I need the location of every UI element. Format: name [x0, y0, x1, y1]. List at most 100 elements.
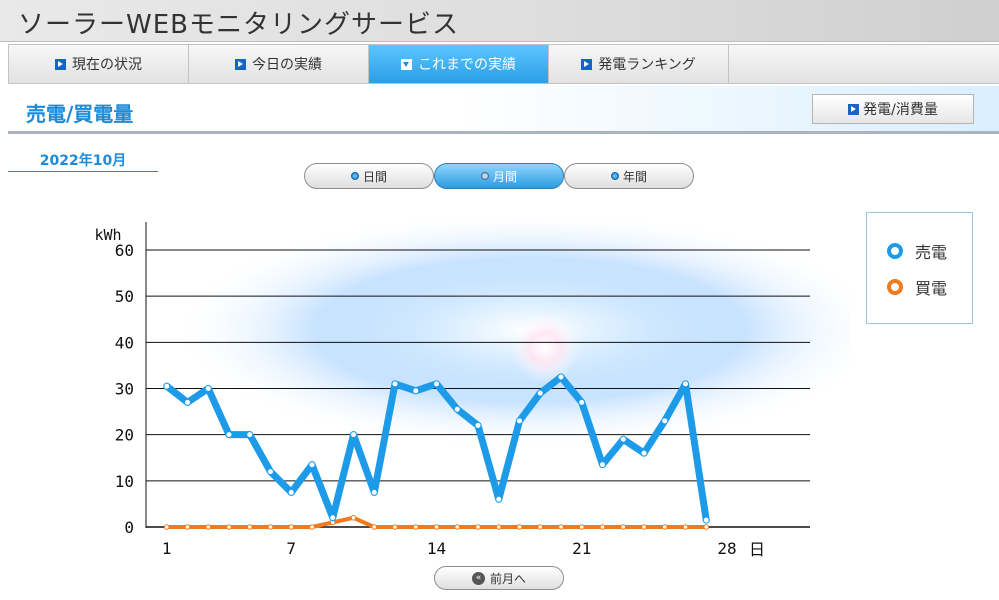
data-point-buy — [350, 514, 357, 521]
data-point-sell — [516, 417, 523, 425]
data-point-sell — [495, 495, 503, 503]
data-point-sell — [246, 431, 254, 439]
y-axis-label: kWh — [94, 226, 121, 244]
data-point-buy — [309, 524, 315, 530]
tab-yearly[interactable]: 年間 — [564, 163, 694, 189]
data-point-buy — [184, 524, 191, 530]
data-point-buy — [454, 524, 461, 530]
period-tabs: 日間 月間 年間 — [304, 163, 694, 189]
legend-label: 買電 — [915, 279, 948, 298]
data-point-buy — [163, 524, 170, 530]
arrow-icon — [235, 58, 246, 70]
data-point-buy — [661, 524, 668, 530]
data-point-buy — [267, 524, 274, 530]
data-point-sell — [702, 516, 710, 524]
data-point-sell — [391, 380, 399, 388]
y-tick-label: 60 — [115, 241, 134, 260]
prev-month-button[interactable]: « 前月へ — [434, 566, 564, 590]
app-title: ソーラーWEBモニタリングサービス — [18, 10, 459, 40]
tab-label: 月間 — [492, 169, 517, 184]
data-point-buy — [246, 524, 253, 530]
arrow-icon — [848, 103, 860, 115]
nav-item-label: これまでの実績 — [418, 57, 516, 73]
data-point-sell — [661, 417, 669, 425]
nav-item-label: 発電ランキング — [598, 57, 696, 73]
data-point-buy — [495, 524, 502, 530]
data-point-sell — [557, 373, 565, 381]
data-point-sell — [350, 431, 357, 439]
data-point-sell — [370, 488, 378, 496]
page-title: 売電/買電量 — [26, 102, 134, 126]
x-tick-label: 7 — [286, 539, 296, 558]
button-label: 発電/消費量 — [863, 102, 938, 118]
data-point-buy — [226, 524, 232, 530]
generation-consumption-button[interactable]: 発電/消費量 — [812, 94, 974, 124]
data-point-buy — [682, 524, 689, 530]
chart-area: 0 10 20 30 40 50 60 kWh 1 7 14 21 28 日 — [70, 210, 850, 570]
data-point-buy — [516, 524, 523, 530]
legend-item-buy: 買電 — [887, 275, 947, 299]
data-point-sell — [204, 385, 212, 392]
data-point-sell — [329, 514, 337, 522]
data-point-buy — [558, 524, 564, 530]
data-point-buy — [433, 524, 440, 530]
y-tick-label: 10 — [115, 472, 134, 491]
chart-legend: 売電 買電 — [866, 212, 973, 324]
data-point-sell — [433, 380, 440, 388]
legend-item-sell: 売電 — [887, 239, 947, 263]
legend-marker-icon — [887, 279, 903, 295]
section-header: 売電/買電量 発電/消費量 — [8, 86, 999, 134]
radio-dot-icon — [480, 172, 489, 180]
data-point-buy — [475, 524, 481, 530]
data-point-buy — [620, 524, 627, 530]
data-point-sell — [682, 380, 689, 388]
data-point-sell — [640, 449, 648, 457]
nav-item-label: 今日の実績 — [252, 57, 322, 73]
data-point-buy — [578, 524, 585, 530]
data-point-buy — [412, 524, 419, 530]
x-tick-label: 14 — [427, 539, 446, 558]
data-point-buy — [392, 524, 398, 530]
tab-monthly[interactable]: 月間 — [434, 163, 564, 189]
tab-daily[interactable]: 日間 — [304, 163, 434, 189]
data-point-buy — [537, 524, 544, 530]
x-tick-label: 1 — [162, 539, 172, 558]
y-tick-label: 50 — [115, 287, 134, 306]
data-point-buy — [599, 524, 606, 530]
arrow-icon — [55, 58, 66, 70]
data-point-sell — [308, 461, 316, 469]
data-point-sell — [163, 382, 171, 390]
data-point-sell — [536, 389, 544, 397]
nav-item-history[interactable]: これまでの実績 — [369, 45, 549, 83]
data-point-buy — [703, 524, 710, 530]
data-point-buy — [205, 524, 212, 530]
data-point-buy — [371, 524, 378, 530]
data-point-sell — [474, 421, 482, 429]
data-point-buy — [641, 524, 647, 530]
nav-item-ranking[interactable]: 発電ランキング — [549, 45, 729, 83]
tab-label: 年間 — [622, 169, 647, 184]
legend-marker-icon — [887, 243, 903, 259]
data-point-sell — [267, 468, 274, 476]
data-point-sell — [412, 387, 420, 395]
nav-item-current-status[interactable]: 現在の状況 — [9, 45, 189, 83]
y-tick-label: 30 — [115, 380, 134, 399]
app-header: ソーラーWEBモニタリングサービス — [0, 0, 999, 42]
x-tick-label: 21 — [572, 539, 591, 558]
lens-flare — [511, 314, 579, 382]
data-point-sell — [287, 488, 295, 496]
y-tick-label: 0 — [124, 518, 134, 537]
background-glow — [170, 210, 850, 450]
tab-label: 日間 — [362, 169, 387, 184]
data-point-sell — [619, 435, 627, 443]
chevron-left-icon: « — [471, 571, 485, 585]
nav-item-today[interactable]: 今日の実績 — [189, 45, 369, 83]
arrow-icon — [581, 58, 593, 70]
chevron-down-icon — [401, 58, 412, 70]
data-point-sell — [453, 405, 461, 413]
radio-dot-icon — [610, 172, 619, 180]
x-axis-label: 日 — [749, 540, 765, 559]
y-tick-label: 40 — [115, 333, 134, 352]
